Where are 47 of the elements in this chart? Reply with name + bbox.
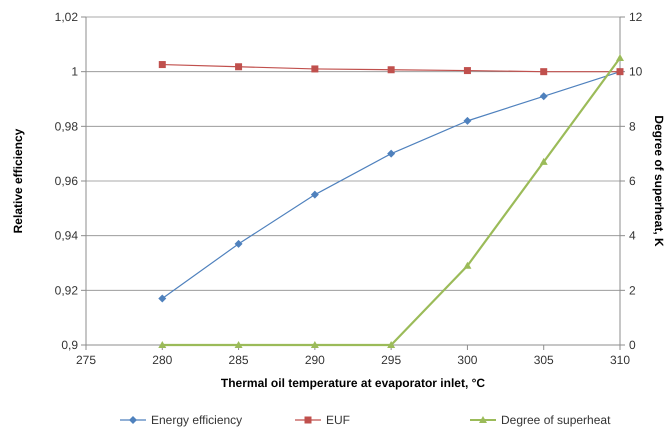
point	[235, 63, 242, 70]
x-tick-label: 300	[457, 353, 478, 367]
x-tick-label: 275	[76, 353, 96, 367]
point	[540, 92, 548, 100]
point	[310, 341, 319, 348]
y2-tick-label: 6	[629, 174, 636, 188]
y-tick-label: 0,9	[61, 338, 78, 352]
point	[234, 341, 243, 348]
point	[616, 54, 624, 61]
point	[540, 68, 548, 76]
legend-label: EUF	[326, 413, 350, 427]
point	[540, 158, 548, 165]
y-tick-label: 1	[71, 64, 78, 79]
y-tick-label: 0,96	[54, 174, 78, 188]
point	[158, 341, 166, 348]
point	[463, 116, 472, 125]
point	[311, 65, 318, 72]
x-tick-label: 285	[228, 353, 249, 367]
y2-axis-title: Degree of superheat, K	[652, 115, 665, 248]
y-tick-label: 1,02	[54, 10, 78, 24]
y2-tick-label: 10	[629, 64, 643, 79]
point	[463, 262, 472, 269]
point	[387, 150, 396, 158]
x-tick-label: 295	[381, 353, 402, 367]
point	[158, 61, 166, 68]
x-tick-label: 280	[152, 353, 173, 367]
y-tick-label: 0,92	[54, 283, 78, 298]
legend-label: Degree of superheat	[501, 413, 612, 427]
point	[387, 341, 396, 348]
y2-tick-label: 2	[629, 283, 636, 298]
y2-tick-label: 12	[629, 10, 643, 24]
x-axis-title: Thermal oil temperature at evaporator inlet, °C	[220, 376, 486, 390]
y2-tick-label: 8	[629, 119, 636, 134]
x-tick-label: 310	[610, 353, 630, 367]
y-axis-title: Relative efficiency	[11, 128, 25, 234]
point	[388, 66, 395, 74]
x-tick-label: 305	[534, 353, 554, 367]
x-tick-label: 290	[304, 353, 326, 367]
y2-tick-label: 0	[629, 338, 636, 352]
point	[310, 190, 319, 199]
y-tick-label: 0,98	[54, 119, 78, 134]
y-tick-label: 0,94	[54, 228, 78, 243]
legend-label: Energy efficiency	[151, 413, 242, 427]
y2-tick-label: 4	[629, 228, 636, 243]
point	[464, 67, 471, 74]
point	[234, 240, 243, 248]
point	[158, 294, 166, 303]
